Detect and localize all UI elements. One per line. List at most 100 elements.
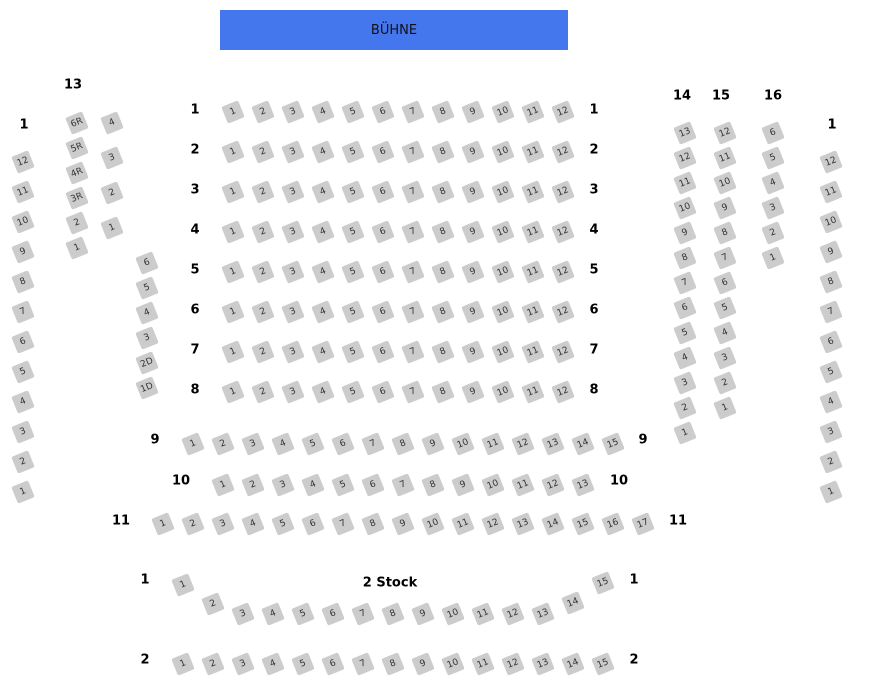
seat[interactable]: 4 [11, 390, 35, 414]
seat[interactable]: 1 [673, 421, 697, 445]
seat[interactable]: 8 [381, 602, 405, 626]
seat[interactable]: 3 [231, 602, 255, 626]
seat[interactable]: 4 [241, 512, 265, 536]
seat[interactable]: 10 [11, 210, 35, 234]
seat[interactable]: 6 [673, 296, 697, 320]
seat[interactable]: 6 [819, 330, 843, 354]
seat[interactable]: 2 [819, 450, 843, 474]
seat[interactable]: 11 [511, 473, 535, 497]
seat[interactable]: 8 [431, 140, 455, 164]
seat[interactable]: 8 [421, 473, 445, 497]
seat[interactable]: 9 [461, 340, 485, 364]
seat[interactable]: 6 [371, 180, 395, 204]
seat[interactable]: 1 [819, 480, 843, 504]
seat[interactable]: 5 [341, 220, 365, 244]
seat[interactable]: 3 [281, 180, 305, 204]
seat[interactable]: 15 [571, 512, 595, 536]
seat[interactable]: 3R [65, 186, 89, 210]
seat[interactable]: 4 [311, 380, 335, 404]
seat[interactable]: 2 [211, 432, 235, 456]
seat[interactable]: 11 [521, 140, 545, 164]
seat[interactable]: 11 [521, 220, 545, 244]
seat[interactable]: 14 [541, 512, 565, 536]
seat[interactable]: 6 [361, 473, 385, 497]
seat[interactable]: 16 [601, 512, 625, 536]
seat[interactable]: 12 [11, 150, 35, 174]
seat[interactable]: 9 [461, 380, 485, 404]
seat[interactable]: 11 [521, 100, 545, 124]
seat[interactable]: 1 [171, 573, 195, 597]
seat[interactable]: 1 [221, 380, 245, 404]
seat[interactable]: 3 [281, 220, 305, 244]
seat[interactable]: 10 [491, 300, 515, 324]
seat[interactable]: 10 [819, 210, 843, 234]
seat[interactable]: 1 [221, 260, 245, 284]
seat[interactable]: 13 [673, 121, 697, 145]
seat[interactable]: 4 [673, 346, 697, 370]
seat[interactable]: 11 [713, 146, 737, 170]
seat[interactable]: 1 [221, 100, 245, 124]
seat[interactable]: 4 [761, 171, 785, 195]
seat[interactable]: 12 [481, 512, 505, 536]
seat[interactable]: 1 [713, 396, 737, 420]
seat[interactable]: 2 [673, 396, 697, 420]
seat[interactable]: 7 [361, 432, 385, 456]
seat[interactable]: 9 [819, 240, 843, 264]
seat[interactable]: 6 [331, 432, 355, 456]
seat[interactable]: 5 [11, 360, 35, 384]
seat[interactable]: 5 [819, 360, 843, 384]
seat[interactable]: 4 [301, 473, 325, 497]
seat[interactable]: 11 [521, 380, 545, 404]
seat[interactable]: 9 [11, 240, 35, 264]
seat[interactable]: 12 [551, 380, 575, 404]
seat[interactable]: 1 [221, 180, 245, 204]
seat[interactable]: 2 [241, 473, 265, 497]
seat[interactable]: 12 [551, 140, 575, 164]
seat[interactable]: 5 [341, 100, 365, 124]
seat[interactable]: 14 [561, 591, 585, 615]
seat[interactable]: 4 [311, 260, 335, 284]
seat[interactable]: 6 [371, 300, 395, 324]
seat[interactable]: 12 [541, 473, 565, 497]
seat[interactable]: 6 [11, 330, 35, 354]
seat[interactable]: 10 [441, 652, 465, 676]
seat[interactable]: 10 [491, 380, 515, 404]
seat[interactable]: 7 [401, 300, 425, 324]
seat[interactable]: 1 [221, 220, 245, 244]
seat[interactable]: 3 [281, 380, 305, 404]
seat[interactable]: 7 [401, 220, 425, 244]
seat[interactable]: 7 [401, 140, 425, 164]
seat[interactable]: 2 [251, 260, 275, 284]
seat[interactable]: 3 [281, 140, 305, 164]
seat[interactable]: 1 [65, 236, 89, 260]
seat[interactable]: 15 [601, 432, 625, 456]
seat[interactable]: 6 [761, 121, 785, 145]
seat[interactable]: 6 [713, 271, 737, 295]
seat[interactable]: 7 [351, 652, 375, 676]
seat[interactable]: 12 [551, 260, 575, 284]
seat[interactable]: 3 [100, 146, 124, 170]
seat[interactable]: 5R [65, 136, 89, 160]
seat[interactable]: 2 [251, 220, 275, 244]
seat[interactable]: 9 [713, 196, 737, 220]
seat[interactable]: 7 [11, 300, 35, 324]
seat[interactable]: 10 [491, 260, 515, 284]
seat[interactable]: 8 [431, 180, 455, 204]
seat[interactable]: 2 [181, 512, 205, 536]
seat[interactable]: 1 [221, 340, 245, 364]
seat[interactable]: 4 [135, 301, 159, 325]
seat[interactable]: 12 [551, 340, 575, 364]
seat[interactable]: 13 [571, 473, 595, 497]
seat[interactable]: 3 [281, 260, 305, 284]
seat[interactable]: 2 [713, 371, 737, 395]
seat[interactable]: 15 [591, 652, 615, 676]
seat[interactable]: 8 [431, 380, 455, 404]
seat[interactable]: 11 [471, 652, 495, 676]
seat[interactable]: 3 [673, 371, 697, 395]
seat[interactable]: 8 [431, 260, 455, 284]
seat[interactable]: 12 [551, 180, 575, 204]
seat[interactable]: 1 [181, 432, 205, 456]
seat[interactable]: 9 [411, 602, 435, 626]
seat[interactable]: 6 [371, 380, 395, 404]
seat[interactable]: 7 [401, 340, 425, 364]
